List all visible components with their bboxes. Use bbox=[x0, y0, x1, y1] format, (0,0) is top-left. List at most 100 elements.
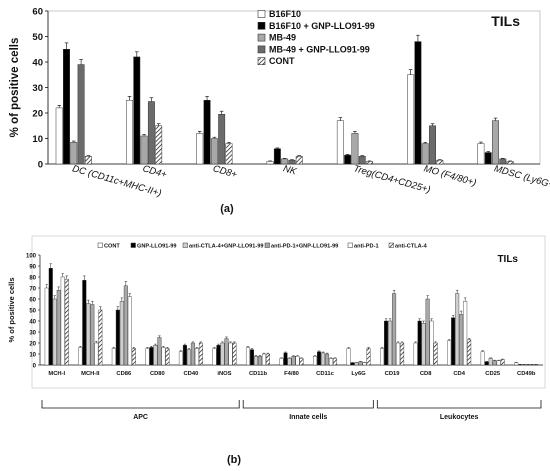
legend-label-b16f10: B16F10 bbox=[269, 9, 301, 19]
legend-swatch-anti-ctla-4-gnp-llo91-99 bbox=[182, 242, 188, 248]
bar-mb-49-gnp-llo91-99-nk bbox=[288, 159, 296, 165]
legend-label-anti-ctla-4-gnp-llo91-99: anti-CTLA-4+GNP-LLO91-99 bbox=[189, 244, 263, 250]
x-tick-label-cd80: CD80 bbox=[150, 371, 165, 377]
bar-anti-ctla-4-gnp-llo91-99-cd25 bbox=[488, 358, 493, 366]
bar-anti-pd-1-gnp-llo91-99-cd25 bbox=[492, 360, 497, 366]
legend-label-mb-49-gnp-llo91-99: MB-49 + GNP-LLO91-99 bbox=[269, 44, 370, 54]
legend-swatch-mb-49-gnp-llo91-99 bbox=[257, 45, 266, 54]
y-tick-label: 60 bbox=[32, 7, 43, 18]
legend-swatch-b16f10-gnp-llo91-99 bbox=[257, 21, 266, 30]
legend-swatch-cont bbox=[257, 57, 266, 66]
bar-cont-f4-80 bbox=[279, 358, 284, 366]
chart-title: TILs bbox=[491, 13, 520, 29]
bar-gnp-llo91-99-cd11b bbox=[249, 349, 254, 366]
bar-anti-pd-1-gnp-llo91-99-cd11b bbox=[257, 356, 262, 366]
bar-cont-cd4 bbox=[155, 125, 163, 165]
chart-title: TILs bbox=[497, 254, 518, 265]
bar-anti-ctla-4-gnp-llo91-99-inos bbox=[220, 342, 225, 366]
legend-label-anti-pd-1-gnp-llo91-99: anti-PD-1+GNP-LLO91-99 bbox=[271, 244, 338, 250]
bar-cont-cd4 bbox=[447, 340, 452, 366]
y-tick-label: 40 bbox=[29, 320, 36, 326]
bar-mb-49-cd8 bbox=[210, 138, 218, 165]
bar-b16f10-gnp-llo91-99-mo-f4-80 bbox=[414, 41, 422, 165]
bar-anti-pd-1-cd11b bbox=[261, 353, 266, 366]
bar-anti-pd-1-gnp-llo91-99-mch-i bbox=[56, 290, 61, 366]
bar-anti-pd-1-gnp-llo91-99-mch-ii bbox=[90, 304, 95, 366]
bar-b16f10-gnp-llo91-99-cd4 bbox=[133, 56, 141, 165]
legend-swatch-mb-49 bbox=[257, 33, 266, 42]
y-axis-title: % of positive cells bbox=[7, 277, 16, 342]
bar-b16f10-cd4 bbox=[126, 100, 133, 165]
bar-cont-treg-cd4-cd25 bbox=[366, 161, 373, 165]
x-tick-label-nk: NK bbox=[282, 163, 298, 177]
bar-cont-cd11c bbox=[313, 356, 318, 366]
bar-anti-ctla-4-gnp-llo91-99-cd40 bbox=[186, 349, 191, 366]
bar-cont-ly6g bbox=[346, 348, 351, 366]
bar-anti-pd-1-f4-80 bbox=[295, 356, 300, 366]
bar-anti-ctla-4-cd80 bbox=[165, 348, 170, 366]
bar-anti-ctla-4-f4-80 bbox=[299, 358, 304, 366]
bar-mb-49-gnp-llo91-99-treg-cd4-cd25 bbox=[358, 156, 366, 165]
bar-anti-pd-1-cd80 bbox=[161, 347, 166, 366]
bar-anti-ctla-4-gnp-llo91-99-cd86 bbox=[119, 301, 124, 366]
bar-anti-ctla-4-gnp-llo91-99-cd4 bbox=[455, 293, 460, 366]
bar-mb-49-gnp-llo91-99-mo-f4-80 bbox=[429, 125, 436, 165]
bar-anti-ctla-4-gnp-llo91-99-f4-80 bbox=[287, 358, 292, 366]
bar-anti-ctla-4-gnp-llo91-99-mch-ii bbox=[86, 303, 91, 366]
bar-anti-ctla-4-cd19 bbox=[400, 342, 405, 366]
bar-anti-ctla-4-gnp-llo91-99-cd80 bbox=[153, 345, 158, 366]
x-tick-label-mch-i: MCH-I bbox=[48, 371, 65, 377]
y-tick-label: 20 bbox=[29, 342, 36, 348]
bar-cont-cd86 bbox=[111, 348, 116, 366]
x-tick-label-cd11c: CD11c bbox=[316, 371, 335, 377]
bar-anti-pd-1-gnp-llo91-99-cd40 bbox=[190, 342, 195, 366]
y-tick-label: 0 bbox=[33, 364, 37, 370]
y-tick-label: 10 bbox=[32, 134, 43, 145]
legend-label-gnp-llo91-99: GNP-LLO91-99 bbox=[137, 244, 176, 250]
bar-anti-pd-1-gnp-llo91-99-cd80 bbox=[157, 337, 162, 366]
bar-anti-pd-1-gnp-llo91-99-f4-80 bbox=[291, 356, 296, 366]
x-tick-label-cd4: CD4 bbox=[453, 371, 465, 377]
bar-anti-ctla-4-cd86 bbox=[131, 348, 136, 366]
legend-label-anti-pd-1: anti-PD-1 bbox=[354, 244, 379, 250]
bar-anti-pd-1-mch-i bbox=[60, 276, 65, 366]
x-tick-label-cd4: CD4+ bbox=[141, 163, 168, 180]
bar-mb-49-mdsc-ly6g-cd11b bbox=[492, 120, 499, 165]
x-tick-label-ly6g: Ly6G bbox=[351, 371, 366, 377]
bar-anti-ctla-4-gnp-llo91-99-cd8 bbox=[421, 323, 426, 366]
bar-cont-cd49b bbox=[514, 362, 519, 366]
bar-gnp-llo91-99-cd25 bbox=[484, 361, 489, 366]
bar-anti-pd-1-mch-ii bbox=[94, 342, 99, 366]
x-tick-label-cd8: CD8 bbox=[420, 371, 432, 377]
legend-swatch-cont bbox=[97, 242, 103, 248]
bar-cont-cd19 bbox=[380, 348, 385, 366]
x-tick-label-cd19: CD19 bbox=[385, 371, 401, 377]
bar-b16f10-gnp-llo91-99-dc-cd11c-mhc-ii bbox=[63, 49, 70, 165]
bar-cont-mch-ii bbox=[78, 347, 83, 366]
x-tick-label-treg-cd4-cd25: Treg(CD4+CD25+) bbox=[352, 163, 431, 195]
bar-anti-pd-1-gnp-llo91-99-inos bbox=[224, 338, 229, 366]
group-bracket-leukocytes bbox=[376, 400, 542, 409]
y-tick-label: 10 bbox=[29, 353, 36, 359]
bar-anti-pd-1-cd86 bbox=[127, 296, 132, 366]
bar-anti-ctla-4-ly6g bbox=[366, 348, 371, 366]
bar-anti-pd-1-gnp-llo91-99-cd8 bbox=[425, 298, 430, 366]
x-tick-label-inos: iNOS bbox=[217, 371, 231, 377]
bar-cont-cd80 bbox=[145, 348, 150, 366]
group-label-leukocytes: Leukocytes bbox=[440, 414, 479, 421]
y-tick-label: 100 bbox=[26, 254, 37, 260]
bar-gnp-llo91-99-f4-80 bbox=[283, 352, 288, 366]
bar-anti-ctla-4-cd11b bbox=[265, 353, 270, 366]
bar-cont-inos bbox=[212, 348, 217, 366]
group-label-innate-cells: Innate cells bbox=[289, 414, 327, 421]
y-tick-label: 0 bbox=[38, 160, 43, 171]
bar-mb-49-gnp-llo91-99-dc-cd11c-mhc-ii bbox=[77, 64, 85, 165]
bar-anti-pd-1-cd4 bbox=[463, 301, 468, 366]
bar-gnp-llo91-99-cd86 bbox=[115, 309, 120, 366]
bar-cont-cd40 bbox=[178, 351, 183, 366]
legend-swatch-b16f10 bbox=[257, 10, 266, 18]
y-tick-label: 50 bbox=[29, 309, 36, 315]
bar-cont-mch-i bbox=[44, 287, 49, 366]
bar-b16f10-mo-f4-80 bbox=[407, 74, 415, 165]
